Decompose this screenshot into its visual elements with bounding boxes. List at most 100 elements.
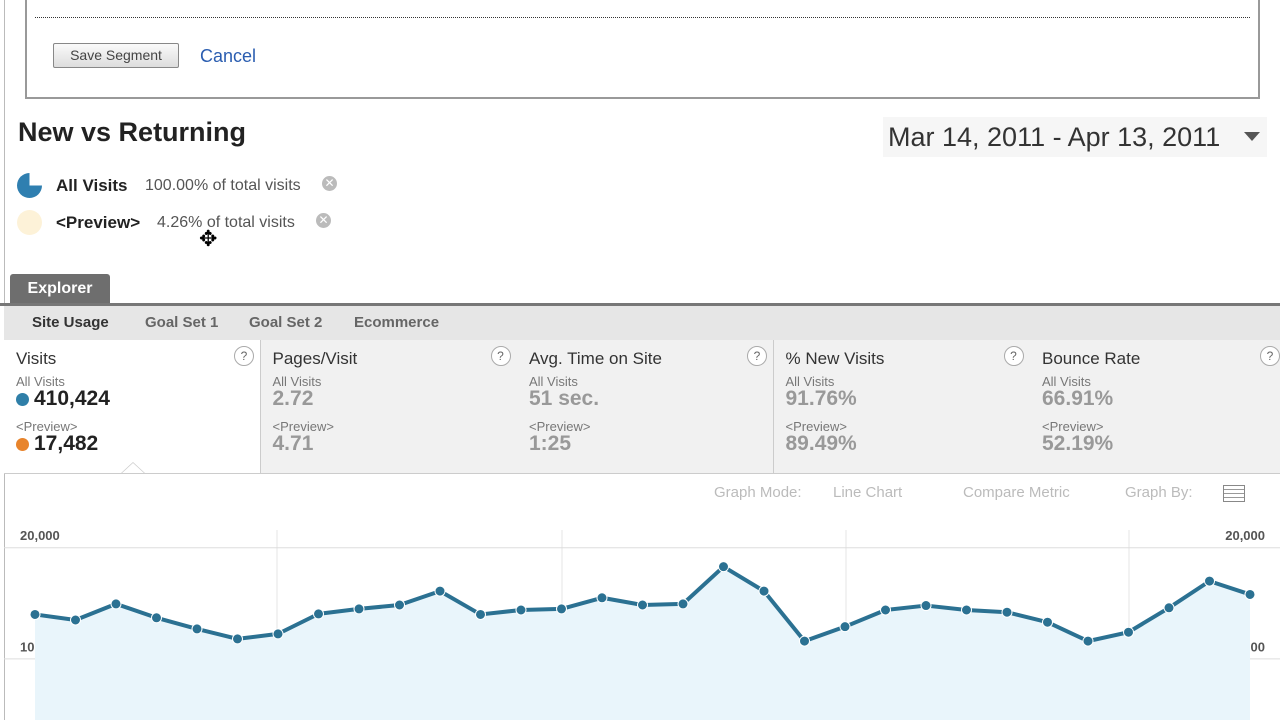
- metric-name: Visits: [16, 349, 57, 368]
- segment-label: All Visits: [785, 374, 835, 389]
- remove-segment[interactable]: ✕: [322, 176, 337, 191]
- remove-segment[interactable]: ✕: [316, 213, 331, 228]
- segment-label: All Visits: [16, 374, 65, 389]
- y-tick-label: 20,000: [20, 528, 60, 543]
- segment-label: All Visits: [272, 374, 322, 389]
- metric-value: 2.72: [273, 387, 314, 411]
- date-dropdown-arrow[interactable]: [1244, 132, 1260, 141]
- metric-card[interactable]: % New Visits? All Visits 91.76% <Preview> 89…: [773, 340, 1031, 474]
- selected-notch: [121, 463, 145, 474]
- subtab[interactable]: Goal Set 2: [249, 314, 323, 331]
- point: [677, 598, 689, 610]
- point: [1082, 635, 1094, 647]
- point: [596, 592, 608, 604]
- segment-name: All Visits: [56, 176, 128, 195]
- point: [353, 603, 365, 615]
- point: [394, 599, 405, 611]
- divider: [35, 17, 1250, 18]
- point: [839, 621, 851, 633]
- help-icon[interactable]: ?: [1003, 346, 1024, 366]
- metric-value: 17,482: [16, 432, 98, 456]
- metric-card[interactable]: Avg. Time on Site? All Visits 51 sec. <Prev…: [517, 340, 774, 474]
- graph-by-icon[interactable]: [1223, 485, 1245, 502]
- value-text: 17,482: [34, 432, 99, 455]
- subtab[interactable]: Ecommerce: [354, 314, 440, 331]
- value-text: 2.72: [272, 387, 314, 410]
- save-segment-button[interactable]: Save Segment: [53, 43, 179, 68]
- value-text: 89.49%: [785, 432, 857, 455]
- metric-value: 4.71: [273, 432, 314, 456]
- value-text: 410,424: [34, 387, 110, 410]
- metric-name: Pages/Visit: [272, 349, 358, 368]
- metric-name: Avg. Time on Site: [529, 349, 662, 368]
- segment-label: <Preview>: [1042, 419, 1104, 434]
- point: [637, 599, 648, 611]
- help-icon[interactable]: ?: [234, 346, 254, 366]
- point: [961, 604, 972, 616]
- segment-icon: [17, 210, 42, 235]
- value-text: 4.71: [272, 432, 314, 455]
- segment-label: All Visits: [1042, 374, 1091, 389]
- point: [110, 598, 122, 610]
- point: [1244, 588, 1256, 600]
- area: [35, 566, 1250, 720]
- point: [475, 608, 486, 620]
- tab-bar: [0, 303, 1280, 306]
- date-range[interactable]: Mar 14, 2011 - Apr 13, 2011: [888, 122, 1221, 152]
- point: [758, 585, 770, 597]
- value-text: 1:25: [529, 432, 572, 455]
- point: [151, 612, 162, 624]
- point: [718, 561, 729, 573]
- point: [272, 628, 284, 640]
- metric-value: 66.91%: [1042, 387, 1113, 411]
- segment-dot: [16, 393, 29, 406]
- metric-card[interactable]: Pages/Visit? All Visits 2.72 <Preview> 4.71: [260, 340, 518, 474]
- metric-value: 51 sec.: [529, 387, 599, 411]
- segment-name: <Preview>: [56, 213, 141, 232]
- point: [70, 614, 81, 626]
- help-icon[interactable]: ?: [490, 346, 511, 366]
- cancel-link[interactable]: Cancel: [200, 46, 257, 66]
- value-text: 66.91%: [1042, 387, 1114, 410]
- point: [556, 603, 567, 615]
- divider: [4, 473, 1280, 474]
- subtab[interactable]: Site Usage: [32, 314, 109, 331]
- help-icon[interactable]: ?: [747, 346, 767, 366]
- segment-label: <Preview>: [272, 419, 334, 434]
- point: [1204, 575, 1215, 587]
- point: [1001, 606, 1013, 618]
- compare-metric[interactable]: Compare Metric: [963, 484, 1070, 501]
- subtab[interactable]: Goal Set 1: [145, 314, 219, 331]
- move-cursor: ✥: [199, 226, 218, 251]
- metric-name: % New Visits: [785, 349, 885, 368]
- point: [1042, 616, 1053, 628]
- explorer-tab[interactable]: Explorer: [10, 274, 110, 304]
- y2-tick-label: 20,000: [1225, 528, 1265, 543]
- graph-mode[interactable]: Line Chart: [833, 484, 903, 501]
- metric-card[interactable]: Visits? All Visits 410,424 <Preview> 17,482: [4, 340, 261, 473]
- segment-share: 100.00% of total visits: [145, 177, 301, 194]
- metric-value: 52.19%: [1042, 432, 1113, 456]
- point: [191, 623, 203, 635]
- point: [799, 635, 810, 647]
- metric-value: 91.76%: [786, 387, 857, 411]
- value-text: 51 sec.: [529, 387, 600, 410]
- point: [313, 608, 324, 620]
- date-range-box[interactable]: [883, 117, 1267, 157]
- segment-label: <Preview>: [529, 419, 591, 434]
- segment-icon: [17, 173, 42, 198]
- metric-value: 89.49%: [786, 432, 857, 456]
- point: [1123, 626, 1134, 638]
- point: [434, 585, 446, 597]
- metric-name: Bounce Rate: [1042, 349, 1141, 368]
- point: [515, 604, 527, 616]
- graph-mode-label: Graph Mode:: [714, 484, 802, 501]
- point: [1163, 602, 1175, 614]
- segment-label: <Preview>: [785, 419, 847, 434]
- point: [29, 608, 41, 620]
- segment-editor: [25, 0, 1260, 99]
- segment-label: All Visits: [529, 374, 578, 389]
- metric-value: 1:25: [529, 432, 571, 456]
